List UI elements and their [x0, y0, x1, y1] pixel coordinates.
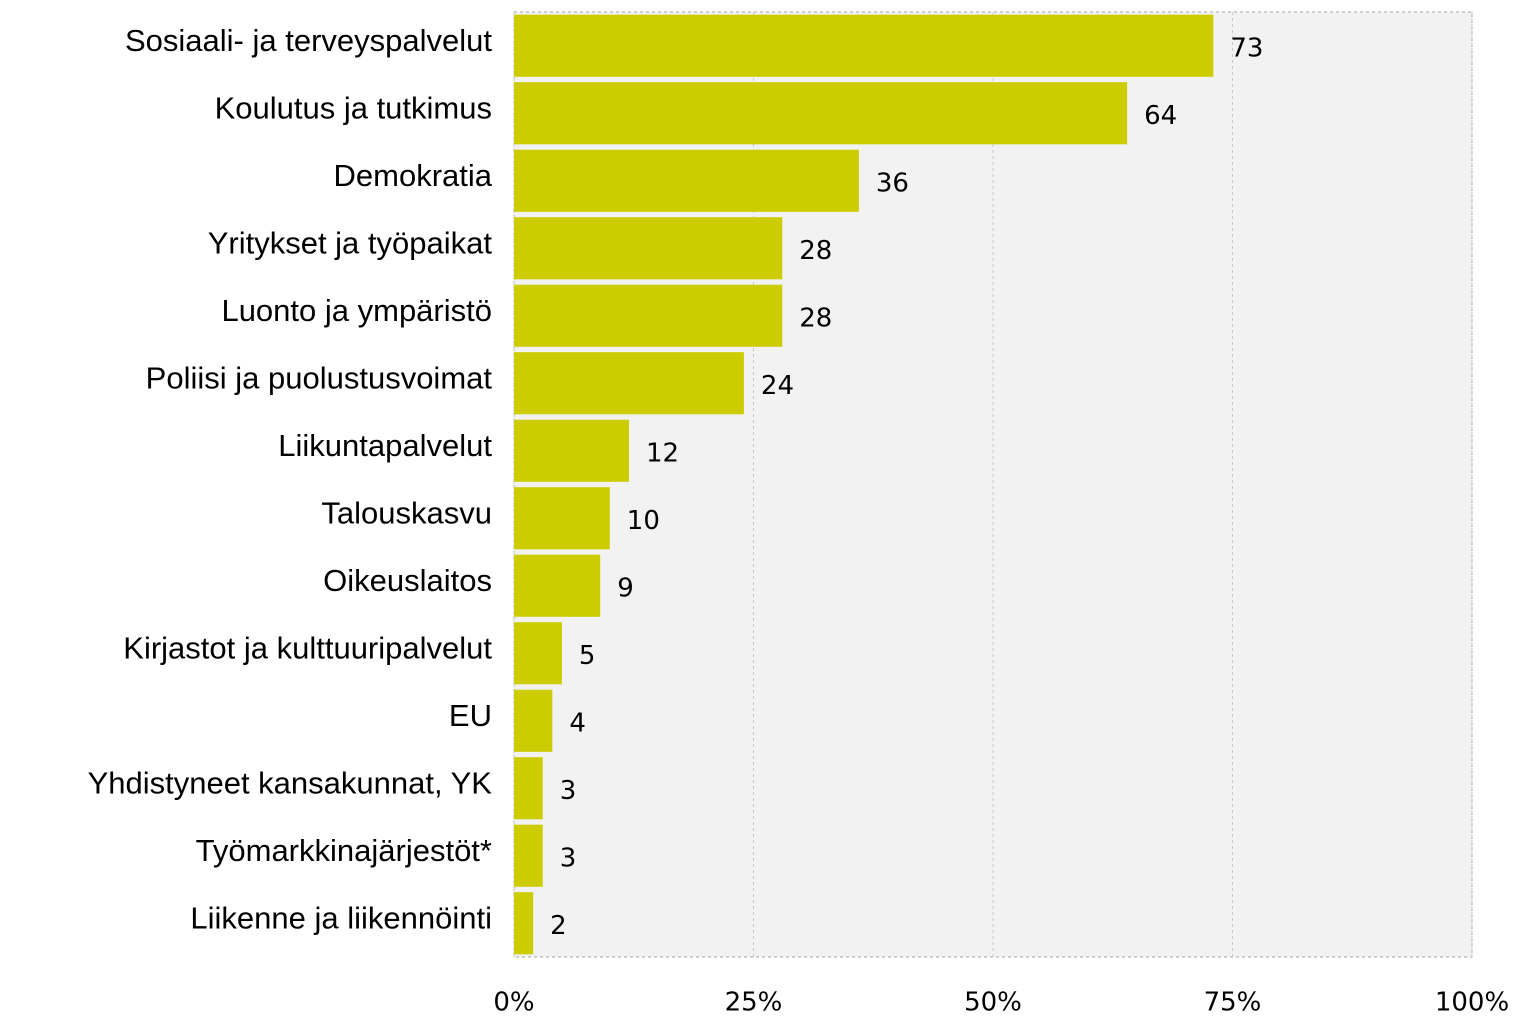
- y-tick-label: Kirjastot ja kulttuuripalvelut: [123, 630, 492, 665]
- data-label: 28: [799, 236, 832, 266]
- bar: [514, 622, 562, 685]
- y-tick-label: Luonto ja ympäristö: [221, 293, 492, 328]
- y-tick-label: Yritykset ja työpaikat: [208, 225, 493, 260]
- data-label: 3: [560, 843, 577, 873]
- x-tick-label: 100%: [1435, 988, 1509, 1018]
- data-label: 24: [761, 371, 794, 401]
- bar: [514, 487, 610, 550]
- bar: [514, 217, 783, 280]
- bar: [514, 82, 1128, 145]
- x-tick-label: 50%: [964, 988, 1022, 1018]
- y-tick-label: Oikeuslaitos: [323, 563, 492, 598]
- y-tick-label: Liikuntapalvelut: [278, 428, 492, 463]
- data-label: 10: [627, 506, 660, 536]
- data-label: 64: [1144, 101, 1177, 131]
- data-label: 12: [646, 438, 679, 468]
- bar: [514, 352, 744, 415]
- y-tick-label: Sosiaali- ja terveyspalvelut: [125, 23, 492, 58]
- data-label: 5: [579, 641, 596, 671]
- bar: [514, 824, 543, 887]
- bar: [514, 14, 1214, 77]
- y-tick-label: Työmarkkinajärjestöt*: [196, 833, 492, 868]
- x-tick-label: 75%: [1204, 988, 1262, 1018]
- x-tick-label: 0%: [493, 988, 534, 1018]
- y-tick-label: Liikenne ja liikennöinti: [190, 900, 492, 935]
- data-label: 36: [876, 168, 909, 198]
- bar: [514, 892, 534, 955]
- data-label: 9: [617, 573, 634, 603]
- y-tick-label: Yhdistyneet kansakunnat, YK: [88, 765, 493, 800]
- data-label: 3: [560, 776, 577, 806]
- y-tick-label: Talouskasvu: [321, 495, 492, 530]
- bar: [514, 554, 601, 617]
- bar: [514, 149, 859, 212]
- bar: [514, 757, 543, 820]
- data-label: 2: [550, 911, 567, 941]
- y-tick-label: Koulutus ja tutkimus: [215, 90, 492, 125]
- y-tick-label: EU: [449, 698, 492, 733]
- data-label: 4: [569, 708, 586, 738]
- bar: [514, 284, 783, 347]
- bar: [514, 419, 629, 482]
- data-label: 73: [1230, 33, 1263, 63]
- data-label: 28: [799, 303, 832, 333]
- y-tick-label: Poliisi ja puolustusvoimat: [146, 360, 493, 395]
- y-tick-label: Demokratia: [334, 158, 493, 193]
- bar: [514, 689, 553, 752]
- x-tick-label: 25%: [725, 988, 783, 1018]
